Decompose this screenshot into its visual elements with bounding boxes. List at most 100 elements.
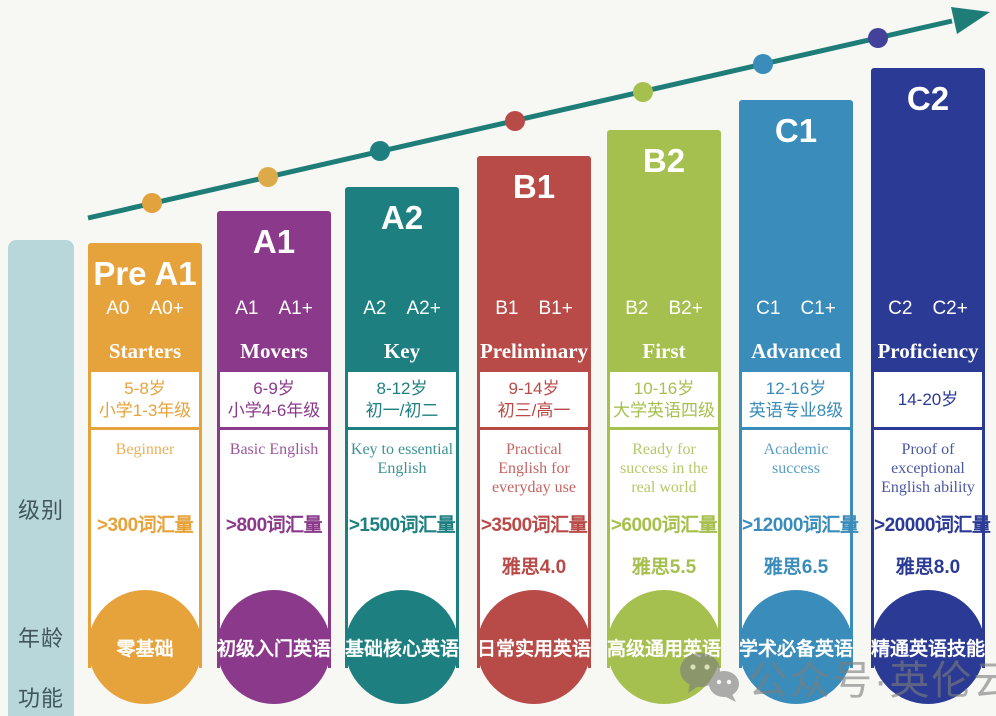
ielts-score (348, 552, 456, 576)
function-description: Academic success (763, 441, 829, 477)
ielts-score: 雅思6.5 (763, 557, 829, 578)
sublevel-plus: A0+ (149, 298, 184, 319)
age-box: 14-20岁 (874, 372, 982, 430)
row-label-age: 年龄 (17, 626, 64, 651)
age-range: 9-14岁 (508, 378, 560, 398)
sublevels: A2 A2+ (345, 298, 459, 320)
summary-label: 学术必备英语 (739, 638, 854, 660)
watermark-text: 公众号·英伦云小 (748, 659, 996, 703)
level-title: C2 (906, 80, 950, 117)
function-description: Basic English (229, 441, 319, 458)
exam-name: Advanced (751, 339, 841, 363)
age-range: 6-9岁 (253, 378, 295, 398)
sublevel: A2 (363, 298, 387, 319)
age-box: 8-12岁 初一/初二 (348, 372, 456, 430)
level-details: 14-20岁 Proof of exceptional English abil… (871, 372, 991, 704)
exam-name: Proficiency (877, 339, 979, 363)
level-dot (505, 111, 525, 131)
sublevel: C1 (756, 298, 781, 319)
level-details: 6-9岁 小学4-6年级 Basic English >800词汇量 初级入门英… (217, 372, 331, 704)
level-details: 12-16岁 英语专业8级 Academic success >12000词汇量… (739, 372, 859, 704)
ielts-score (91, 552, 199, 576)
vocabulary-size: >800词汇量 (225, 515, 323, 536)
vocabulary-size: >300词汇量 (96, 515, 194, 536)
summary-label: 精通英语技能 (871, 638, 986, 660)
level-details: 5-8岁 小学1-3年级 Beginner >300词汇量 零基础 (88, 372, 202, 704)
level-column-b2: B2 B2 B2+ First 10-16岁 大学英语四级 Ready for … (607, 130, 721, 704)
exam-name: First (642, 339, 686, 363)
summary-circle: 日常实用英语 (477, 590, 591, 704)
summary-circle: 零基础 (88, 590, 202, 704)
summary-label: 初级入门英语 (217, 638, 332, 660)
age-box: 10-16岁 大学英语四级 (610, 372, 718, 430)
level-column-pre-a1: Pre A1 A0 A0+ Starters 5-8岁 小学1-3年级 Begi… (88, 243, 202, 704)
age-box: 9-14岁 初三/高一 (480, 372, 588, 430)
ielts-score (220, 552, 328, 576)
level-dot (258, 167, 278, 187)
age-box: 5-8岁 小学1-3年级 (91, 372, 199, 430)
level-dot (753, 54, 773, 74)
level-dot (633, 82, 653, 102)
sublevel: B2 (625, 298, 649, 319)
ielts-score: 雅思4.0 (501, 557, 567, 578)
age-range: 10-16岁 (633, 378, 695, 398)
function-description: Key to essential English (350, 441, 454, 477)
vocabulary-size: >12000词汇量 (742, 515, 859, 536)
summary-circle: 基础核心英语 (345, 590, 459, 704)
age-box: 6-9岁 小学4-6年级 (220, 372, 328, 430)
level-title: B2 (642, 142, 686, 179)
level-dot (142, 193, 162, 213)
vocabulary-size: >1500词汇量 (348, 515, 456, 536)
sublevels: A0 A0+ (88, 298, 202, 320)
level-details: 10-16岁 大学英语四级 Ready for success in the r… (607, 372, 721, 704)
school-grade: 英语专业8级 (748, 400, 844, 420)
sublevel: A1 (235, 298, 259, 319)
level-column-b1: B1 B1 B1+ Preliminary 9-14岁 初三/高一 Practi… (477, 156, 591, 704)
arrowhead-icon (951, 7, 990, 34)
level-title: Pre A1 (93, 255, 197, 292)
function-description: Beginner (115, 441, 175, 458)
level-header: B2 B2 B2+ First (607, 130, 721, 372)
age-range: 8-12岁 (376, 378, 428, 398)
level-column-c1: C1 C1 C1+ Advanced 12-16岁 英语专业8级 Academi… (739, 100, 859, 704)
sublevel-plus: A1+ (278, 298, 313, 319)
watermark: 公众号·英伦云小 (678, 648, 996, 706)
sublevel-plus: B1+ (538, 298, 573, 319)
sublevel-plus: C2+ (932, 298, 968, 319)
exam-name: Movers (240, 339, 308, 363)
school-grade: 大学英语四级 (613, 400, 715, 420)
level-header: B1 B1 B1+ Preliminary (477, 156, 591, 372)
level-details: 8-12岁 初一/初二 Key to essential English >15… (345, 372, 459, 704)
function-description: Practical English for everyday use (492, 441, 576, 496)
level-title: B1 (512, 168, 556, 205)
row-label-level: 级别 (17, 498, 64, 523)
ielts-score: 雅思5.5 (631, 557, 697, 578)
summary-circle: 学术必备英语 (739, 590, 853, 704)
level-header: Pre A1 A0 A0+ Starters (88, 243, 202, 372)
level-dot (370, 141, 390, 161)
level-column-c2: C2 C2 C2+ Proficiency 14-20岁 Proof of ex… (871, 68, 991, 704)
summary-circle: 精通英语技能 (871, 590, 985, 704)
summary-label: 基础核心英语 (345, 638, 460, 660)
wechat-icon (680, 653, 739, 702)
level-header: A2 A2 A2+ Key (345, 187, 459, 372)
sublevel: C2 (888, 298, 913, 319)
school-grade: 小学1-3年级 (98, 400, 192, 420)
exam-name: Starters (108, 339, 182, 363)
vocabulary-size: >20000词汇量 (874, 515, 991, 536)
exam-name: Key (383, 339, 421, 363)
sublevel: A0 (106, 298, 130, 319)
sublevel-plus: C1+ (800, 298, 836, 319)
level-details: 9-14岁 初三/高一 Practical English for everyd… (477, 372, 591, 704)
sublevels: C2 C2+ (871, 298, 985, 320)
exam-name: Preliminary (479, 339, 589, 363)
summary-label: 零基础 (116, 638, 174, 660)
row-labels-sidebar: 级别 年龄 功能 词汇量 雅思分数 (8, 240, 74, 716)
function-description: Proof of exceptional English ability (881, 441, 975, 496)
sublevels: B2 B2+ (607, 298, 721, 320)
level-column-a1: A1 A1 A1+ Movers 6-9岁 小学4-6年级 Basic Engl… (217, 211, 331, 704)
summary-circle: 初级入门英语 (217, 590, 331, 704)
school-grade: 小学4-6年级 (227, 400, 321, 420)
